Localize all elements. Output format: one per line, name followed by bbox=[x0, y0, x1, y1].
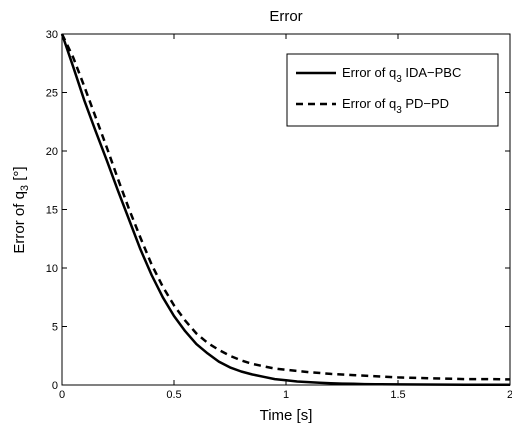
y-tick-label: 5 bbox=[52, 322, 58, 334]
legend-box bbox=[286, 53, 499, 127]
plot-frame bbox=[61, 33, 511, 386]
y-tick-label: 10 bbox=[46, 263, 58, 275]
y-tick-label: 15 bbox=[46, 205, 58, 217]
y-axis-label-main: Error of q bbox=[11, 191, 28, 254]
y-tick-label: 20 bbox=[46, 146, 58, 158]
x-tick-label: 2 bbox=[507, 389, 512, 401]
legend: Error of q3 IDA−PBC Error of q3 PD−PD bbox=[286, 53, 499, 127]
series-line-pd-pd bbox=[60, 33, 511, 381]
x-tick-label: 1.5 bbox=[390, 389, 405, 401]
x-axis-label: Time [s] bbox=[260, 407, 313, 424]
y-axis-label-unit: [°] bbox=[11, 166, 28, 185]
y-axis-label: Error of q3 [°] bbox=[11, 166, 31, 253]
legend-label-ida-pbc: Error of q3 IDA−PBC bbox=[342, 65, 461, 85]
x-tick-label: 1 bbox=[283, 389, 289, 401]
legend-label-pd-pd: Error of q3 PD−PD bbox=[342, 96, 449, 116]
x-tick-label: 0.5 bbox=[166, 389, 181, 401]
y-tick-label: 25 bbox=[46, 88, 58, 100]
y-axis-label-sub: 3 bbox=[19, 185, 31, 191]
y-tick-label: 0 bbox=[52, 380, 58, 392]
y-tick-label: 30 bbox=[46, 29, 58, 41]
chart-title: Error bbox=[269, 8, 302, 25]
series-line-ida-pbc bbox=[60, 33, 510, 387]
x-tick-label: 0 bbox=[59, 389, 65, 401]
